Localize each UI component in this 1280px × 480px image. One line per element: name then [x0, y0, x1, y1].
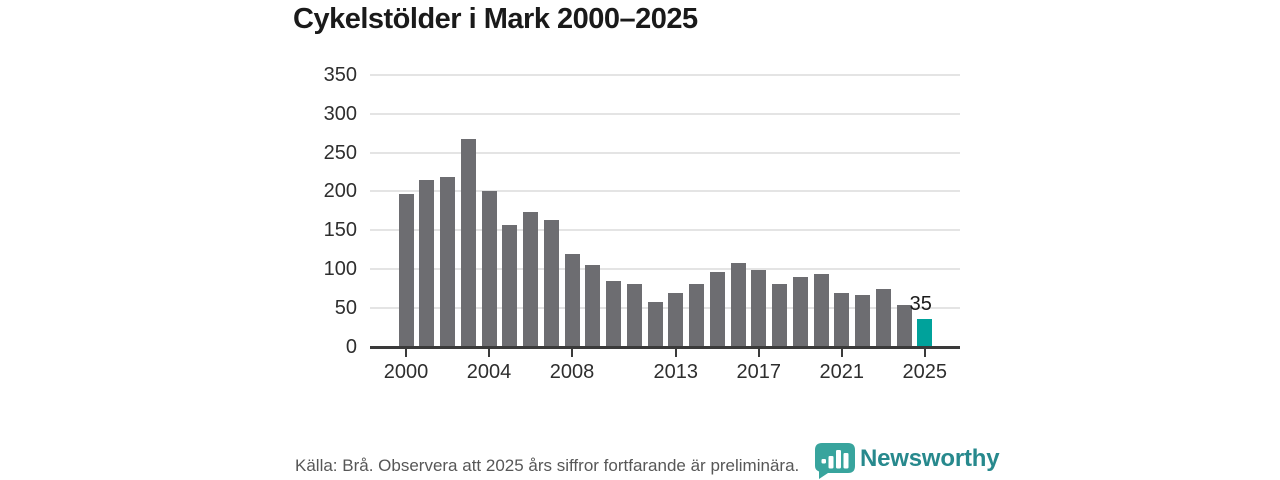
bar-2017 [751, 270, 767, 347]
speech-bubble-bar-chart-icon [815, 443, 855, 479]
x-tick-2025 [923, 348, 926, 357]
bar-2016 [730, 262, 746, 347]
bar-2008 [564, 254, 580, 347]
bar-2021 [834, 292, 850, 347]
bar-2019 [792, 277, 808, 347]
bar-2020 [813, 273, 829, 347]
gridline-250 [370, 151, 960, 154]
bar-2011 [626, 284, 642, 347]
x-tick-label-2008: 2008 [549, 360, 595, 383]
bar-2004 [481, 190, 497, 347]
bar-2009 [585, 265, 601, 347]
x-tick-label-2025: 2025 [902, 360, 948, 383]
x-tick-2004 [488, 348, 490, 357]
bar-2013 [668, 292, 684, 347]
y-tick-label-150: 150 [323, 219, 357, 242]
bar-2012 [647, 302, 663, 347]
y-tick-label-300: 300 [323, 102, 357, 125]
y-tick-label-200: 200 [323, 180, 357, 203]
gridline-100 [370, 267, 960, 270]
x-tick-2013 [674, 348, 677, 357]
y-tick-label-350: 350 [323, 64, 357, 86]
x-tick-2021 [840, 348, 843, 357]
y-tick-label-100: 100 [323, 257, 357, 280]
gridline-350 [370, 74, 960, 76]
bar-2018 [772, 284, 787, 347]
bar-2007 [543, 220, 559, 347]
bar-2006 [523, 212, 538, 347]
source-note: Källa: Brå. Observera att 2025 års siffr… [295, 456, 800, 475]
bar-2014 [689, 284, 704, 347]
x-axis-line [370, 346, 960, 349]
x-tick-label-2017: 2017 [736, 360, 782, 383]
newsworthy-logo-text: Newsworthy [860, 445, 1000, 472]
plot-area [370, 74, 960, 347]
x-tick-label-2021: 2021 [819, 360, 865, 383]
x-tick-label-2000: 2000 [383, 360, 429, 383]
bar-2022 [855, 295, 870, 347]
x-tick-2017 [757, 348, 760, 357]
gridline-200 [370, 190, 960, 193]
gridline-50 [370, 306, 960, 309]
newsworthy-logo: Newsworthy [815, 443, 1000, 479]
y-tick-label-50: 50 [334, 296, 357, 319]
y-tick-label-250: 250 [323, 141, 357, 164]
bar-2025 [917, 319, 933, 347]
bar-2002 [440, 177, 455, 347]
chart-title: Cykelstölder i Mark 2000–2025 [293, 3, 698, 35]
bar-2024 [896, 305, 912, 347]
bar-2010 [606, 281, 621, 347]
bar-2023 [875, 289, 891, 347]
gridline-300 [370, 112, 960, 115]
bar-value-label: 35 [909, 293, 932, 316]
x-tick-label-2013: 2013 [653, 360, 699, 383]
bar-2000 [398, 193, 414, 347]
bar-2005 [502, 224, 518, 347]
bar-2003 [460, 138, 476, 347]
x-tick-2008 [571, 348, 573, 357]
gridline-150 [370, 229, 960, 232]
bar-2001 [419, 179, 435, 347]
x-tick-label-2004: 2004 [466, 360, 512, 383]
x-tick-2000 [405, 348, 407, 357]
y-tick-label-0: 0 [345, 335, 357, 358]
bar-2015 [709, 272, 725, 347]
